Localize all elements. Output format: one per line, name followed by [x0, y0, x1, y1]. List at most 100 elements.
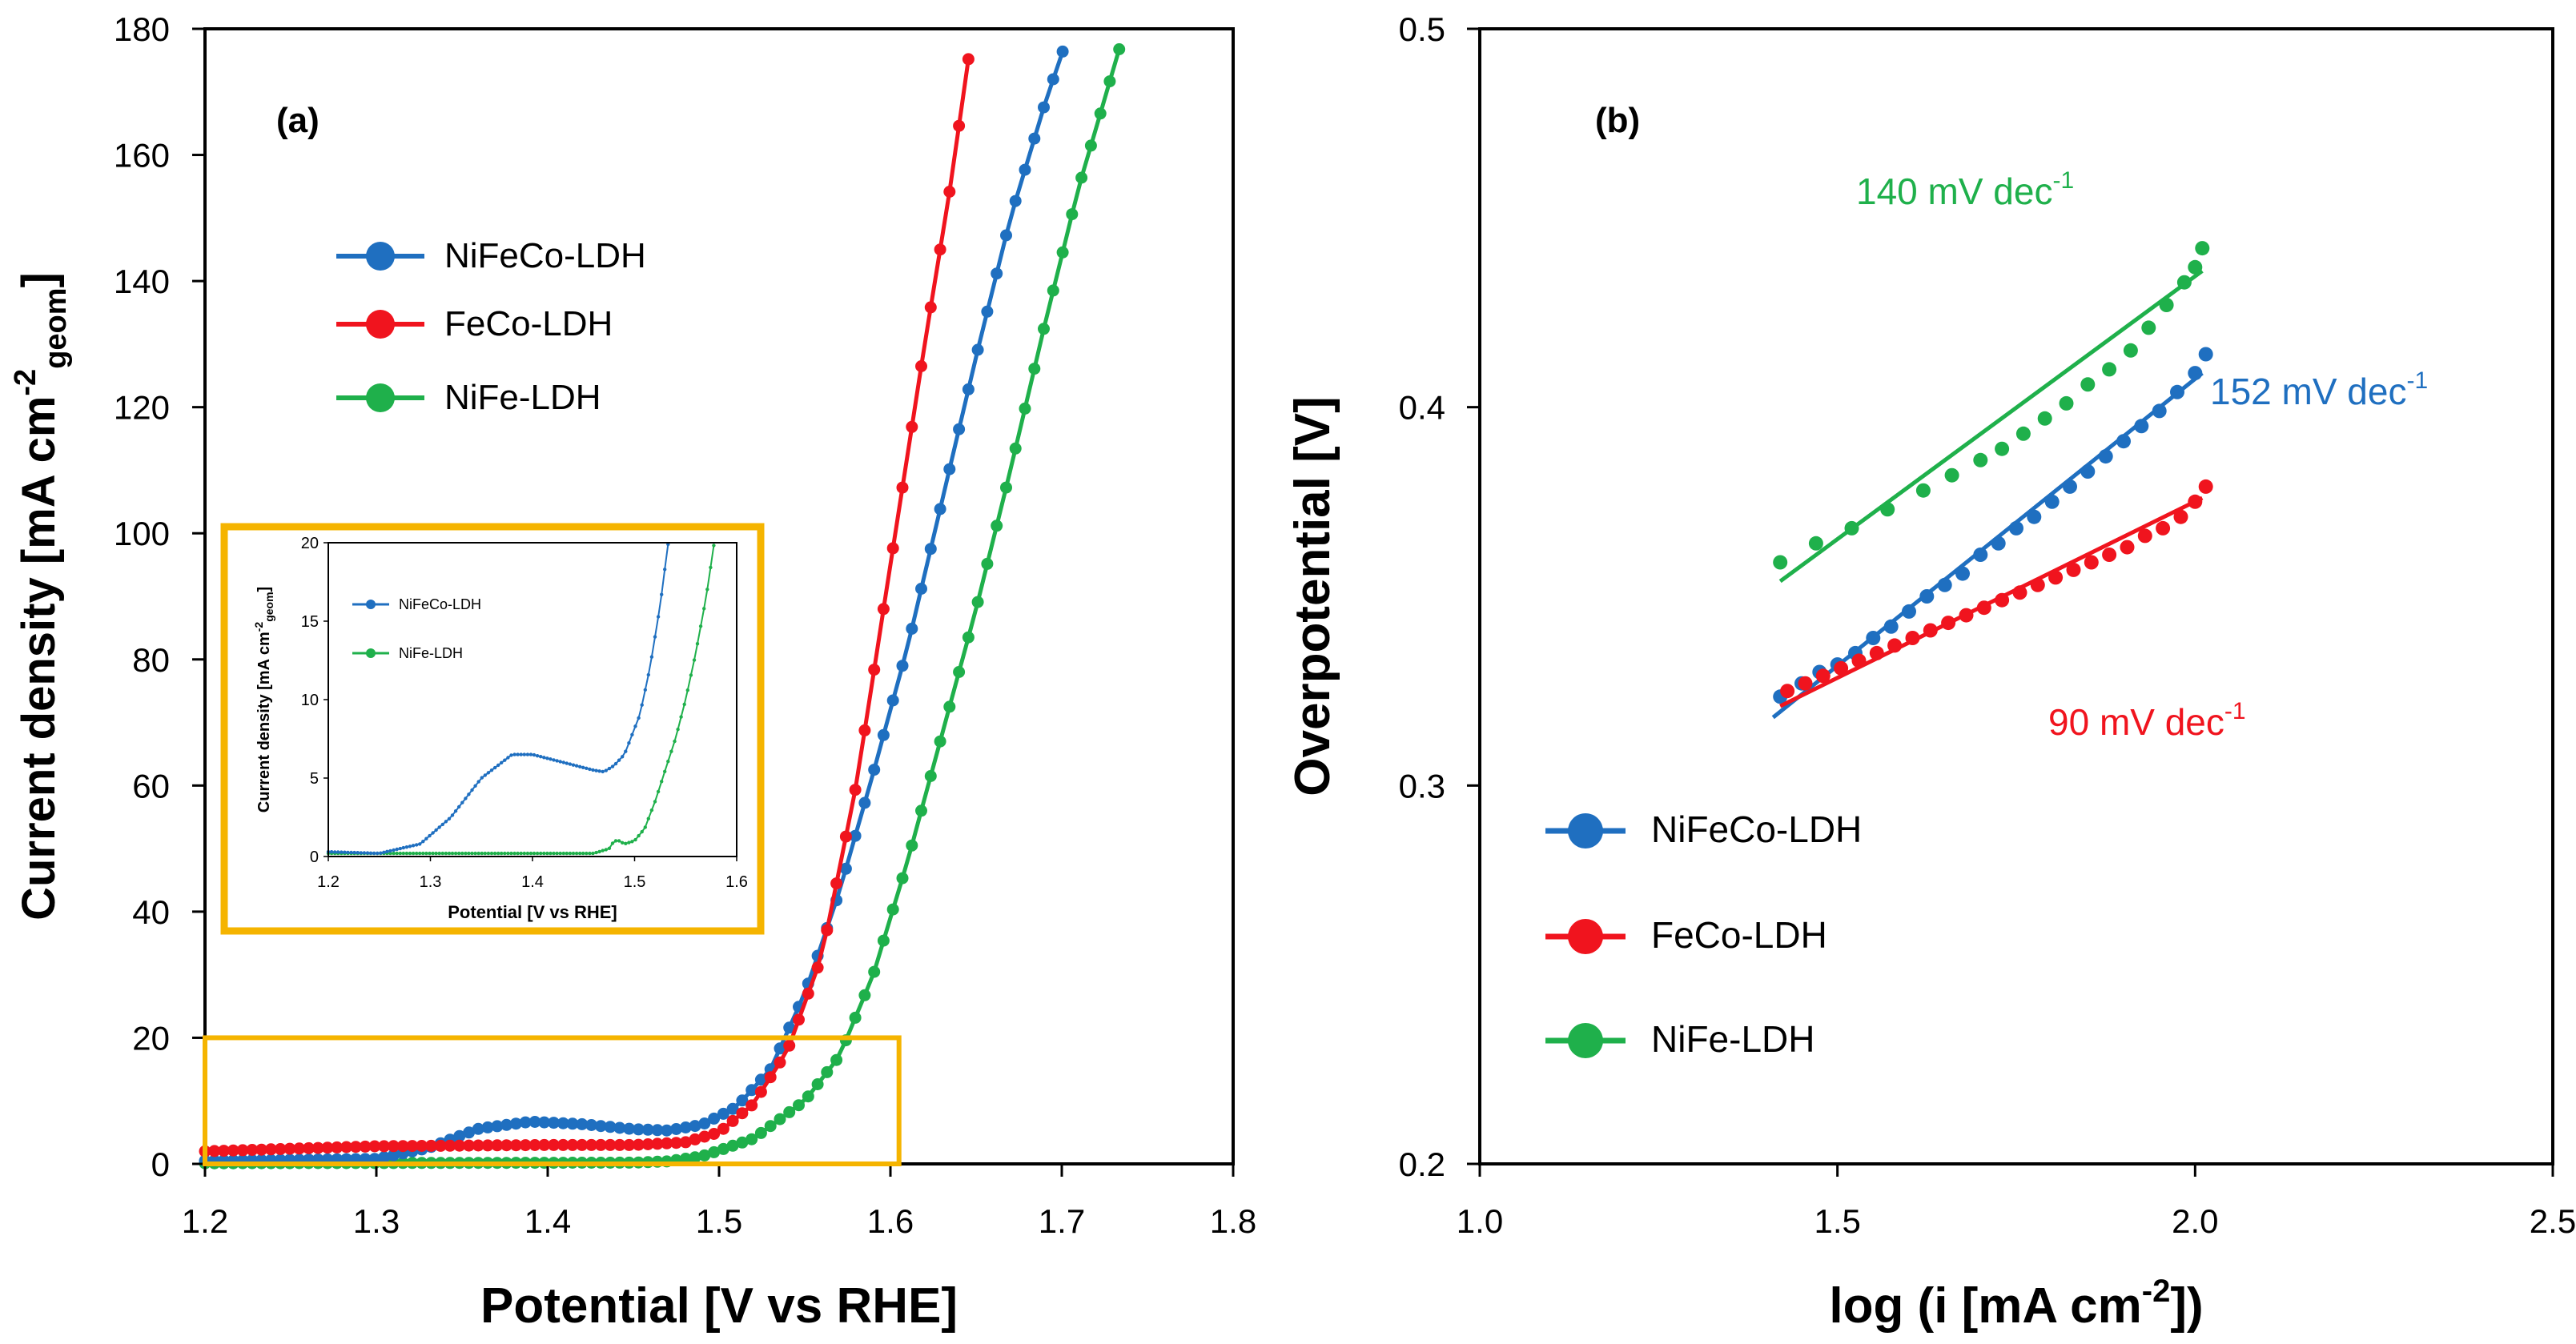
panel-b-green-point	[2195, 241, 2210, 256]
panel-b-green-point	[2080, 377, 2096, 392]
panel-b-green-point	[2015, 426, 2031, 441]
legend-b-red-marker	[1568, 919, 1603, 954]
inset-x-tick-label: 1.6	[725, 873, 748, 891]
inset-blue-point	[404, 845, 409, 849]
inset-blue-point	[539, 755, 543, 759]
panel-b-red-point	[2084, 555, 2099, 570]
legend-a-red-marker	[366, 310, 395, 339]
inset-green-point	[565, 851, 569, 856]
panel-a-red-point	[528, 1139, 541, 1151]
panel-a-y-label-end: ]	[13, 272, 65, 287]
inset-y-tick-label: 0	[310, 849, 319, 866]
panel-a-red-point	[849, 784, 862, 796]
inset-green-point	[525, 851, 530, 856]
inset-blue-point	[509, 753, 513, 757]
panel-a-red-point	[661, 1137, 673, 1149]
inset-green-point	[535, 851, 540, 856]
panel-a-y-tick-label: 180	[114, 10, 170, 48]
inset-green-point	[492, 851, 497, 856]
panel-a-green-point	[962, 631, 975, 644]
legend-a-green-marker	[366, 383, 395, 412]
panel-b-red-point	[1923, 623, 1938, 638]
panel-b-green-point	[1808, 536, 1823, 551]
inset-green-point	[398, 851, 402, 856]
panel-a-blue-point	[1047, 73, 1059, 86]
panel-a-blue-point	[906, 622, 918, 635]
panel-a-blue-point	[962, 383, 975, 395]
panel-a-blue-point	[1056, 45, 1069, 58]
inset-x-tick-label: 1.3	[420, 873, 442, 891]
inset-blue-point	[408, 845, 412, 849]
inset-green-point	[660, 780, 664, 784]
inset-blue-point	[467, 792, 471, 796]
panel-b-green-point	[1880, 502, 1895, 517]
inset-green-point	[415, 851, 419, 856]
inset-green-point	[421, 851, 425, 856]
inset-blue-point	[336, 850, 340, 854]
panel-a-blue-point	[500, 1118, 513, 1131]
inset-x-tick-label: 1.4	[521, 873, 544, 891]
panel-a-red-point	[886, 542, 899, 555]
inset-series	[326, 542, 716, 856]
panel-a-blue-point	[1000, 229, 1012, 242]
panel-a-x-tick-label: 1.8	[1210, 1202, 1256, 1240]
inset-green-point	[464, 851, 468, 856]
inset-green-point	[682, 702, 686, 707]
slope-label-red: 90 mV dec-1	[2048, 698, 2246, 743]
inset-green-point	[516, 851, 520, 856]
panel-b-green-point	[1844, 520, 1859, 536]
panel-a-red-point	[830, 877, 843, 890]
inset-blue-point	[329, 850, 334, 854]
slope-label-green: 140 mV dec-1	[1856, 167, 2074, 212]
panel-a-blue-point	[566, 1117, 579, 1130]
inset-blue-point	[555, 759, 559, 763]
panel-a-red-point	[274, 1143, 287, 1155]
panel-a-red-point	[604, 1138, 617, 1151]
inset-green-point	[473, 851, 477, 856]
panel-a-red-point	[708, 1128, 721, 1140]
panel-a-red-point	[651, 1137, 664, 1150]
inset-blue-point	[624, 749, 628, 753]
inset-green-point	[532, 851, 536, 856]
panel-b-blue-point	[2116, 434, 2131, 449]
panel-a-red-point	[793, 1013, 805, 1026]
panel-a-green-point	[811, 1078, 824, 1090]
panel-a-x-ticks: 1.2 1.3 1.4 1.5 1.6 1.7 1.8	[182, 1164, 1256, 1240]
panel-a-blue-point	[387, 1149, 400, 1161]
inset-blue-point	[376, 851, 380, 856]
panel-a-red-point	[378, 1140, 391, 1153]
inset-blue-point	[453, 809, 458, 813]
panel-a-red-point	[764, 1071, 777, 1084]
panel-a-red-point	[434, 1139, 447, 1152]
panel-a-blue-point	[981, 305, 994, 318]
inset-blue-point	[444, 820, 448, 824]
inset-green-point	[506, 851, 510, 856]
inset-blue-point	[607, 766, 612, 771]
panel-a-green-point	[1075, 171, 1088, 184]
panel-b-y-axis-label: Overpotential [V]	[1285, 396, 1340, 796]
inset-green-point	[453, 851, 458, 856]
inset-blue-point	[568, 762, 573, 766]
panel-a-y-label-sup: -2	[9, 369, 42, 396]
inset-green-point	[496, 851, 500, 856]
inset-x-tick-label: 1.2	[317, 873, 340, 891]
inset-blue-point	[643, 688, 647, 692]
panel-b-red-point	[2048, 570, 2064, 585]
panel-a-red-point	[453, 1139, 466, 1152]
panel-a-red-point	[406, 1140, 419, 1153]
inset-blue-point	[656, 615, 661, 619]
panel-b-y-ticks: 0.2 0.3 0.4 0.5	[1399, 10, 1480, 1183]
panel-b-x-label-end: ])	[2170, 1278, 2203, 1334]
inset-blue-point	[434, 828, 438, 832]
inset-blue-point	[486, 771, 491, 775]
panel-a-blue-point	[509, 1117, 522, 1130]
panel-a-blue-point	[378, 1151, 391, 1164]
panel-b-green-point	[1773, 555, 1788, 570]
inset-green-point	[483, 851, 487, 856]
inset-green-point	[610, 841, 615, 845]
inset-legend-entry-1: NiFeCo-LDH	[399, 596, 481, 612]
panel-a-red-point	[698, 1130, 711, 1143]
panel-a-x-tick-label: 1.5	[696, 1202, 742, 1240]
inset-green-point	[617, 839, 621, 843]
inset-green-point	[503, 851, 507, 856]
